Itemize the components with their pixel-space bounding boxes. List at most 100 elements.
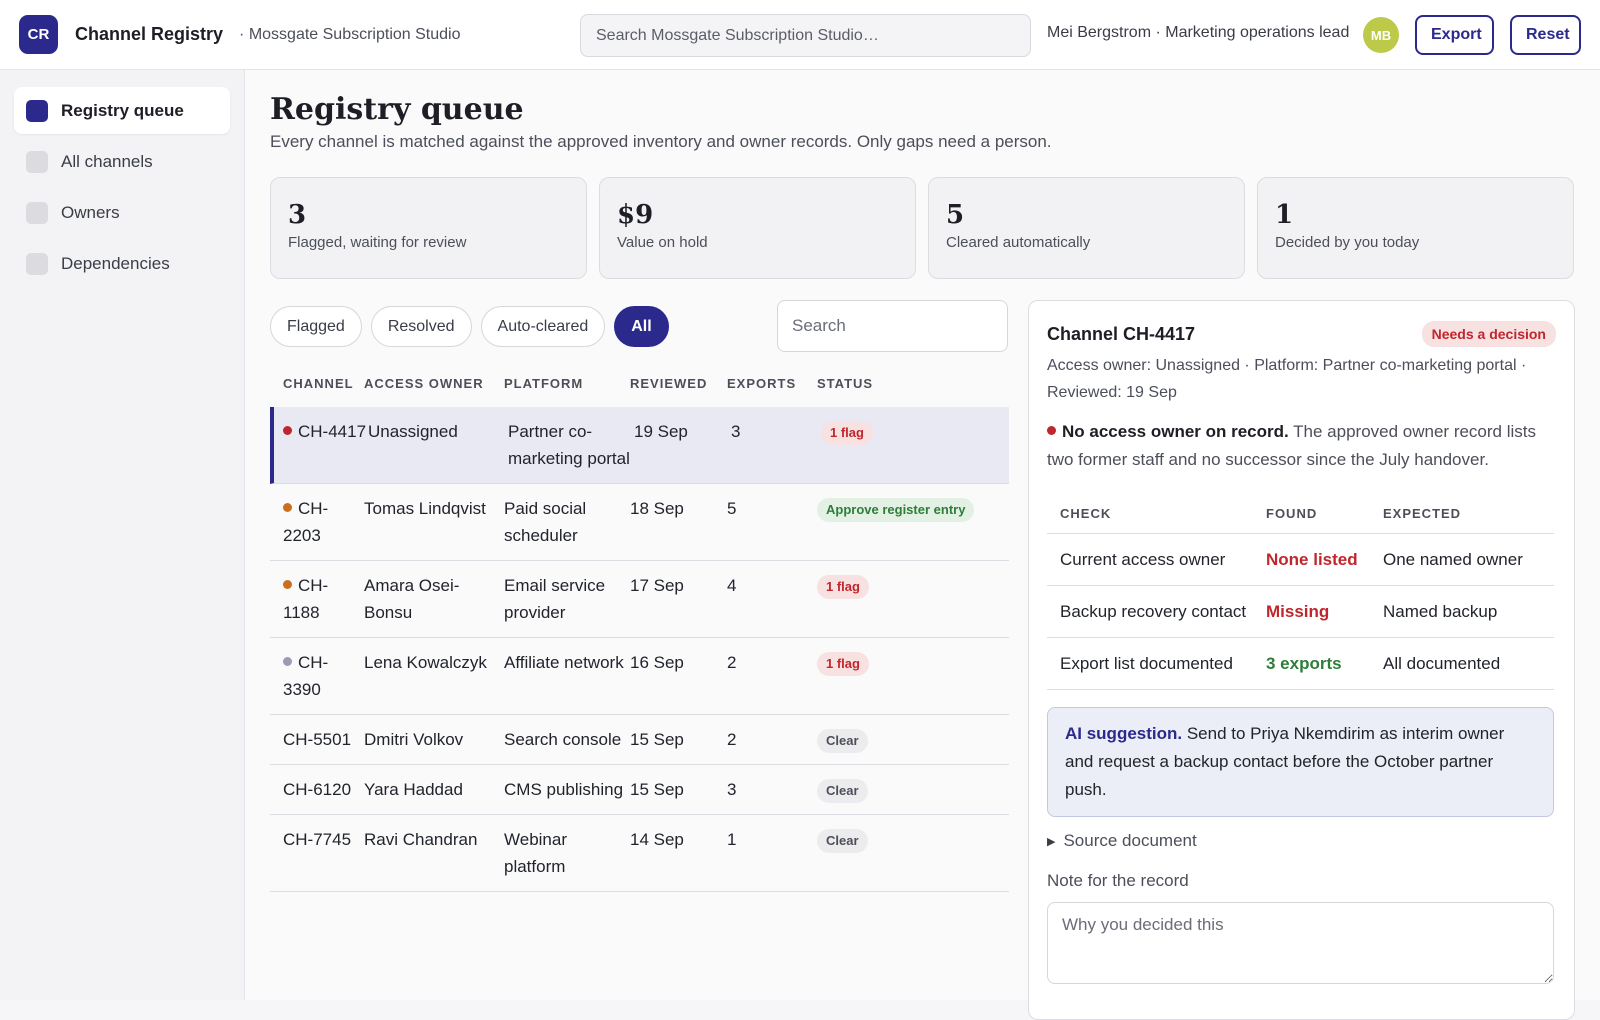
reviewed-cell: 16 Sep [630,653,684,672]
filter-auto-cleared[interactable]: Auto-cleared [480,306,606,347]
check-expected: One named owner [1383,549,1523,569]
owner-cell: Dmitri Volkov [364,730,464,749]
nav-square-icon [26,99,48,122]
channel-id: CH-2203 [283,499,329,545]
reviewed-cell: 14 Sep [630,830,684,849]
channel-cell: CH-1188 [270,572,364,626]
reviewed-cell: 19 Sep [634,422,688,441]
workspace-name: · Mossgate Subscription Studio [239,25,461,43]
source-document-label: Source document [1063,831,1197,850]
status-badge: 1 flag [817,652,869,676]
export-button[interactable]: Export [1415,15,1494,55]
stat-value: 1 [1275,200,1294,230]
main-content: Registry queue Every channel is matched … [245,70,1600,1020]
column-header-check: CHECK [1060,505,1112,521]
nav-square-icon [26,252,48,275]
platform-cell: Email service provider [504,576,606,622]
status-badge: Clear [817,729,868,753]
column-header-status[interactable]: STATUS [817,375,874,391]
issue-text: The approved owner record lists two form… [1047,422,1537,469]
status-cell: Approve register entry [817,495,1009,549]
owner-cell: Yara Haddad [364,780,463,799]
nav-square-icon [26,201,48,224]
column-header-platform[interactable]: PLATFORM [504,375,584,391]
stat-value: $9 [617,200,654,230]
channel-detail-panel: Channel CH-4417 Needs a decision Access … [1028,300,1575,1020]
check-name: Backup recovery contact [1060,601,1247,621]
column-header-exports[interactable]: EXPORTS [727,375,797,391]
sidebar-item-label: Owners [61,202,120,222]
table-row[interactable]: CH-1188 Amara Osei-Bonsu Email service p… [270,561,1009,638]
status-badge: Clear [817,779,868,803]
filter-pills: Flagged Resolved Auto-cleared All [270,306,669,347]
stat-card-decided: 1 Decided by you today [1257,177,1574,279]
column-header-expected: EXPECTED [1383,505,1462,521]
status-cell: Clear [817,826,1009,880]
owner-cell: Unassigned [368,422,458,441]
filter-all[interactable]: All [614,306,669,347]
reset-button[interactable]: Reset [1510,15,1581,55]
status-badge: Needs a decision [1421,321,1556,347]
reviewed-cell: 18 Sep [630,499,684,518]
exports-cell: 4 [727,576,737,595]
column-header-channel[interactable]: CHANNEL [283,375,354,391]
status-badge: 1 flag [817,575,869,599]
sidebar-item-registry-queue[interactable]: Registry queue [14,87,230,134]
ai-suggestion-label: AI suggestion. [1065,724,1183,743]
table-row[interactable]: CH-7745 Ravi Chandran Webinar platform 1… [270,815,1009,892]
column-header-owner[interactable]: ACCESS OWNER [364,375,484,391]
check-row: Backup recovery contact Missing Named ba… [1047,586,1554,638]
table-row[interactable]: CH-5501 Dmitri Volkov Search console 15 … [270,715,1009,765]
table-row[interactable]: CH-3390 Lena Kowalczyk Affiliate network… [270,638,1009,715]
triangle-right-icon: ▶ [1047,836,1056,848]
user-info: Mei Bergstrom · Marketing operations lea… [1047,24,1350,41]
channel-cell: CH-4417 [274,418,368,472]
global-search-input[interactable] [580,14,1031,57]
platform-cell: Search console [504,730,622,749]
avatar[interactable]: MB [1363,17,1399,53]
issue-title: No access owner on record. [1062,422,1289,441]
sidebar-item-label: Dependencies [61,253,170,273]
check-expected: All documented [1383,653,1501,673]
platform-cell: Paid social scheduler [504,499,587,545]
stat-label: Flagged, waiting for review [288,234,467,251]
source-document-toggle[interactable]: ▶ Source document [1047,831,1556,851]
column-header-reviewed[interactable]: REVIEWED [630,375,708,391]
top-bar: CR Channel Registry · Mossgate Subscript… [0,0,1600,70]
table-row[interactable]: CH-2203 Tomas Lindqvist Paid social sche… [270,484,1009,561]
app-logo: CR [19,15,58,54]
status-cell: Clear [817,776,1009,803]
table-search-input[interactable] [777,300,1008,352]
sidebar-item-label: All channels [61,151,153,171]
exports-cell: 3 [731,422,741,441]
owner-cell: Lena Kowalczyk [364,653,487,672]
exports-cell: 2 [727,653,737,672]
table-row[interactable]: CH-4417 Unassigned Partner co-marketing … [270,407,1009,484]
column-header-found: FOUND [1266,505,1318,521]
channel-id: CH-3390 [283,653,329,699]
owner-cell: Ravi Chandran [364,830,478,849]
channel-cell: CH-5501 [283,730,352,749]
sidebar: Registry queue All channels Owners Depen… [0,70,245,1000]
page-title: Registry queue [270,92,524,127]
check-row: Export list documented 3 exports All doc… [1047,638,1554,690]
check-found: None listed [1266,549,1358,569]
filter-resolved[interactable]: Resolved [370,306,472,347]
flag-dot-icon [283,503,292,513]
platform-cell: Affiliate network [504,653,624,672]
checks-header: CHECK FOUND EXPECTED [1047,493,1554,534]
note-field[interactable] [1047,902,1554,984]
status-cell: Clear [817,726,1009,753]
sidebar-item-all-channels[interactable]: All channels [14,138,230,185]
sidebar-item-owners[interactable]: Owners [14,189,230,236]
check-expected: Named backup [1383,601,1498,621]
table-row[interactable]: CH-6120 Yara Haddad CMS publishing 15 Se… [270,765,1009,815]
detail-header: Channel CH-4417 Needs a decision [1047,321,1556,347]
filter-flagged[interactable]: Flagged [270,306,362,347]
page-subtitle: Every channel is matched against the app… [270,132,1052,151]
flag-dot-icon [283,580,292,590]
checks-table: CHECK FOUND EXPECTED Current access owne… [1047,493,1554,690]
platform-cell: CMS publishing [504,780,624,799]
check-name: Current access owner [1060,549,1226,569]
sidebar-item-dependencies[interactable]: Dependencies [14,240,230,287]
